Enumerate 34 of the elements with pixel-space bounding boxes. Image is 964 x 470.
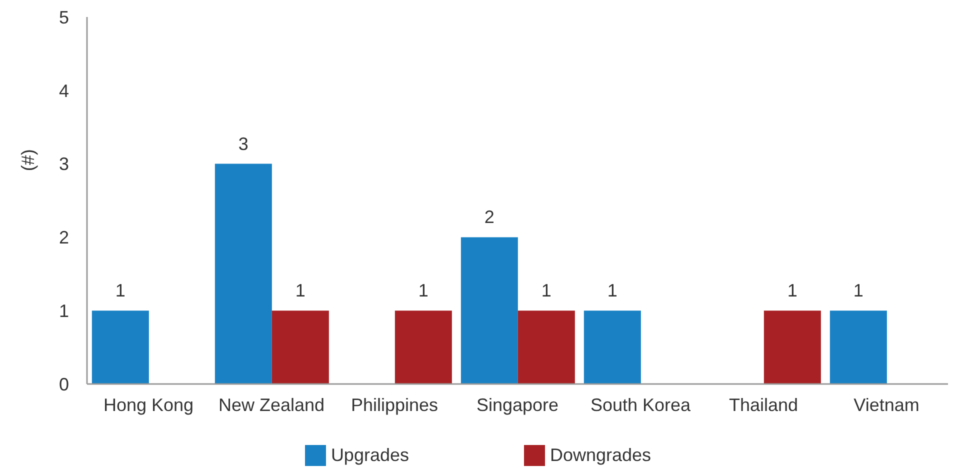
y-tick-label: 3 <box>58 154 69 174</box>
x-tick-label: Philippines <box>350 394 438 415</box>
x-tick-label: Hong Kong <box>103 394 194 415</box>
legend-label: Upgrades <box>330 445 409 466</box>
x-tick-label: Singapore <box>476 394 559 415</box>
y-tick-label: 2 <box>58 228 69 248</box>
legend-label: Downgrades <box>550 445 652 466</box>
data-label: 1 <box>418 280 428 301</box>
bar <box>830 310 887 384</box>
data-label: 2 <box>484 207 494 228</box>
bar <box>394 310 452 384</box>
x-tick-label: South Korea <box>590 394 692 415</box>
y-tick-label: 1 <box>58 300 69 321</box>
x-tick-label: Vietnam <box>854 394 920 415</box>
x-tick-label: Thailand <box>728 394 798 415</box>
bar <box>518 310 575 384</box>
y-axis-title: (#) <box>18 149 38 172</box>
data-label: 1 <box>295 280 306 301</box>
x-tick-label: New Zealand <box>218 394 325 415</box>
bar <box>214 164 272 384</box>
data-label: 1 <box>607 280 618 301</box>
y-tick-label: 0 <box>58 374 69 394</box>
bar <box>764 310 821 384</box>
data-label: 3 <box>238 134 248 154</box>
y-tick-label: 4 <box>58 80 69 101</box>
bar <box>272 310 329 384</box>
bar <box>584 310 641 384</box>
bar <box>92 310 149 384</box>
data-label: 1 <box>853 280 864 301</box>
data-label: 1 <box>115 280 126 301</box>
y-tick-label: 5 <box>58 7 69 28</box>
bar <box>460 237 518 384</box>
data-label: 1 <box>787 280 798 301</box>
data-label: 1 <box>541 280 552 301</box>
